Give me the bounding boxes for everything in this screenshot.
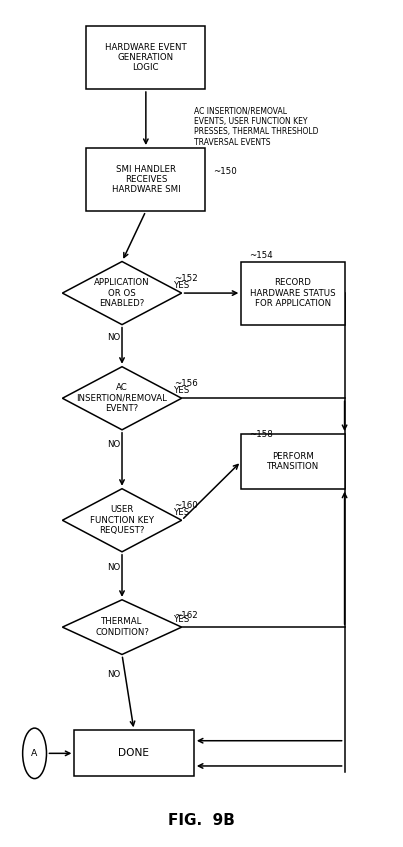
Text: THERMAL
CONDITION?: THERMAL CONDITION? <box>95 617 149 637</box>
Polygon shape <box>62 367 182 429</box>
FancyBboxPatch shape <box>86 26 206 89</box>
Text: YES: YES <box>174 615 190 624</box>
Text: ~154: ~154 <box>249 251 273 260</box>
Text: NO: NO <box>107 334 120 342</box>
Text: APPLICATION
OR OS
ENABLED?: APPLICATION OR OS ENABLED? <box>94 278 150 308</box>
Text: NO: NO <box>107 440 120 449</box>
Text: AC
INSERTION/REMOVAL
EVENT?: AC INSERTION/REMOVAL EVENT? <box>77 384 168 413</box>
Text: ~158: ~158 <box>249 430 273 439</box>
Text: ~150: ~150 <box>214 167 237 175</box>
Text: YES: YES <box>174 281 190 290</box>
Text: DONE: DONE <box>118 749 150 758</box>
Text: PERFORM
TRANSITION: PERFORM TRANSITION <box>267 451 319 471</box>
Text: FIG.  9B: FIG. 9B <box>168 813 235 828</box>
FancyBboxPatch shape <box>241 434 345 489</box>
Text: ~160: ~160 <box>174 501 197 511</box>
FancyBboxPatch shape <box>241 262 345 324</box>
Text: YES: YES <box>174 386 190 396</box>
Text: A: A <box>31 749 38 758</box>
Text: NO: NO <box>107 670 120 679</box>
Text: AC INSERTION/REMOVAL
EVENTS, USER FUNCTION KEY
PRESSES, THERMAL THRESHOLD
TRAVER: AC INSERTION/REMOVAL EVENTS, USER FUNCTI… <box>193 107 318 147</box>
Text: SMI HANDLER
RECEIVES
HARDWARE SMI: SMI HANDLER RECEIVES HARDWARE SMI <box>112 164 180 194</box>
FancyBboxPatch shape <box>86 148 206 211</box>
Text: ~162: ~162 <box>174 611 197 620</box>
Text: YES: YES <box>174 508 190 518</box>
Text: USER
FUNCTION KEY
REQUEST?: USER FUNCTION KEY REQUEST? <box>90 506 154 535</box>
FancyBboxPatch shape <box>74 730 193 777</box>
Text: RECORD
HARDWARE STATUS
FOR APPLICATION: RECORD HARDWARE STATUS FOR APPLICATION <box>250 278 336 308</box>
Text: NO: NO <box>107 563 120 573</box>
Text: ~152: ~152 <box>174 274 197 283</box>
Polygon shape <box>62 489 182 551</box>
Text: HARDWARE EVENT
GENERATION
LOGIC: HARDWARE EVENT GENERATION LOGIC <box>105 42 187 72</box>
Polygon shape <box>62 600 182 655</box>
Polygon shape <box>62 262 182 324</box>
Circle shape <box>23 728 46 778</box>
Text: ~156: ~156 <box>174 379 197 389</box>
